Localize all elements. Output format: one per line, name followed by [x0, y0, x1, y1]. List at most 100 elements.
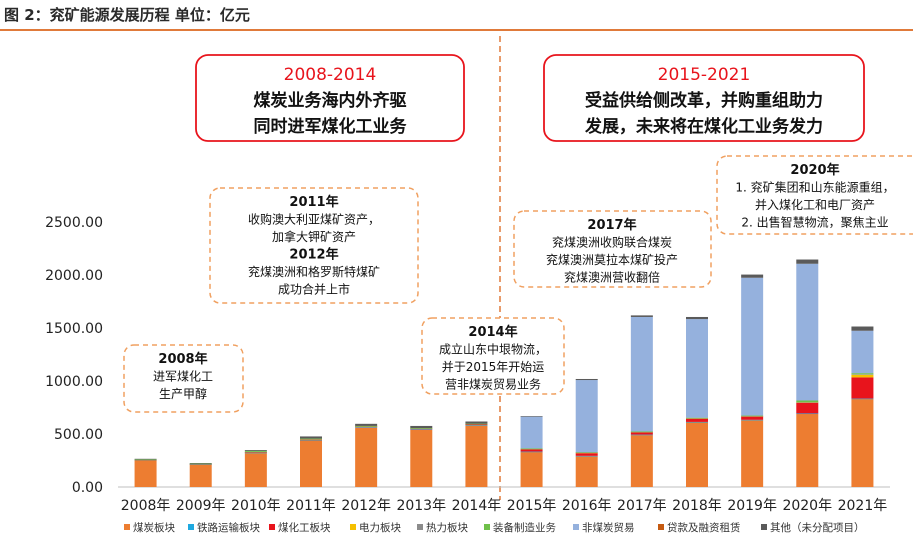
- annotation-year: 2012年: [289, 247, 338, 263]
- annotation-year: 2008年: [158, 351, 207, 367]
- bar-segment-5: [300, 439, 322, 440]
- bar-segment-9: [796, 259, 819, 264]
- bar-segment-3: [686, 418, 708, 422]
- y-tick-label: 2000.00: [45, 268, 103, 284]
- legend-swatch: [188, 524, 194, 530]
- bar-segment-2: [796, 413, 819, 415]
- bar-segment-3: [410, 428, 433, 430]
- annotation-text: 2. 出售智慧物流，聚焦主业: [741, 215, 888, 230]
- bar-segment-9: [520, 416, 543, 417]
- bar-segment-2: [465, 425, 488, 426]
- annotation-box-era2: [543, 54, 865, 142]
- bar-segment-2: [520, 451, 543, 453]
- bar-segment-3: [520, 449, 543, 452]
- annotation-box-n2020: [716, 155, 913, 235]
- annotation-box-n2011: [209, 187, 419, 304]
- bar-segment-3: [575, 453, 598, 456]
- annotation-text: 兖煤澳洲营收翻倍: [564, 270, 660, 285]
- bar-segment-9: [134, 458, 157, 460]
- annotation-text: 进军煤化工: [153, 370, 213, 384]
- x-tick-label: 2017年: [617, 498, 667, 514]
- title-rule: [0, 29, 913, 31]
- bar-segment-3: [796, 402, 819, 414]
- bar-segment-2: [686, 421, 708, 423]
- bar-segment-7: [575, 380, 598, 453]
- bar-segment-2: [851, 398, 874, 400]
- legend-label: 电力板块: [359, 521, 401, 534]
- bar-segment-7: [630, 316, 653, 432]
- bar-segment-5: [244, 451, 267, 453]
- annotation-year: 2020年: [790, 162, 839, 178]
- bar-segment-7: [520, 416, 543, 449]
- x-axis: 2008年 2009年 2010年 2011年 2012年 2013年 2014年 2015年…: [121, 498, 887, 514]
- bar-segment-6: [851, 373, 874, 375]
- legend-label: 热力板块: [426, 521, 468, 534]
- legend-label: 铁路运输板块: [197, 521, 260, 534]
- annotation-text: 发展，未来将在煤化工业务发力: [584, 116, 823, 137]
- bar-segment-3: [355, 426, 378, 428]
- legend-swatch: [269, 524, 275, 530]
- x-tick-label: 2021年: [838, 498, 888, 514]
- bar-segment-6: [520, 448, 543, 450]
- legend-swatch: [124, 524, 130, 530]
- x-tick-label: 2010年: [231, 498, 281, 514]
- annotation-year: 2014年: [468, 324, 517, 340]
- bar-segment-6: [741, 415, 764, 417]
- bar-segment-1: [575, 456, 598, 487]
- y-tick-label: 0.00: [72, 480, 103, 496]
- legend-swatch: [417, 524, 423, 530]
- y-tick-label: 1500.00: [45, 321, 103, 337]
- bar-segment-1: [686, 422, 708, 487]
- legend-label: 煤炭板块: [133, 521, 175, 534]
- bar-segment-9: [189, 463, 212, 464]
- bar-segment-1: [300, 440, 322, 487]
- bar-segment-3: [244, 452, 267, 453]
- bar-segment-9: [300, 436, 322, 439]
- bar-segment-6: [630, 431, 653, 433]
- x-tick-label: 2011年: [286, 498, 336, 514]
- bar-segment-6: [575, 452, 598, 453]
- annotation-year: 2017年: [587, 217, 636, 233]
- bar-segment-1: [630, 435, 653, 487]
- bar-segment-6: [465, 423, 488, 425]
- bar-segment-3: [851, 377, 874, 399]
- annotation-text: 加拿大钾矿资产: [272, 229, 356, 244]
- x-tick-label: 2009年: [176, 498, 226, 514]
- bar-segment-3: [300, 439, 322, 441]
- bar-segment-7: [796, 263, 819, 401]
- bar-segment-1: [520, 452, 543, 487]
- bar-segment-1: [465, 425, 488, 487]
- legend-label: 煤化工板块: [278, 521, 331, 534]
- bar-segment-9: [630, 315, 653, 317]
- x-tick-label: 2014年: [452, 498, 502, 514]
- bar-segment-5: [796, 402, 819, 403]
- legend-label: 其他（未分配项目）: [770, 521, 865, 534]
- y-tick-label: 2500.00: [45, 215, 103, 231]
- annotation-text: 成功合并上市: [278, 282, 350, 297]
- bar-segment-6: [355, 425, 378, 427]
- bar-segment-3: [741, 416, 764, 420]
- x-tick-label: 2020年: [782, 498, 832, 514]
- annotation-text: 受益供给侧改革，并购重组助力: [585, 90, 823, 111]
- bar-segment-1: [851, 399, 874, 487]
- legend-swatch: [658, 524, 664, 530]
- bar-segment-7: [741, 277, 764, 416]
- x-tick-label: 2016年: [562, 498, 612, 514]
- bar-segment-9: [686, 316, 708, 320]
- annotation-heading: 2015-2021: [658, 65, 751, 85]
- figure-title: 图 2：兖矿能源发展历程 单位：亿元: [4, 6, 250, 24]
- annotation-box-era1: [195, 54, 465, 142]
- annotation-text: 生产甲醇: [159, 386, 207, 401]
- x-tick-label: 2008年: [121, 498, 171, 514]
- legend-swatch: [350, 524, 356, 530]
- legend-label: 非煤炭贸易: [582, 521, 635, 534]
- bar-segment-9: [355, 423, 378, 426]
- annotation-box-n2008: [123, 344, 244, 413]
- bar-segment-1: [134, 460, 157, 487]
- annotation-text: 兖煤澳洲和格罗斯特煤矿: [248, 264, 380, 279]
- bar-segment-2: [741, 419, 764, 421]
- bar-segment-6: [686, 417, 708, 419]
- bar-segment-6: [244, 450, 267, 452]
